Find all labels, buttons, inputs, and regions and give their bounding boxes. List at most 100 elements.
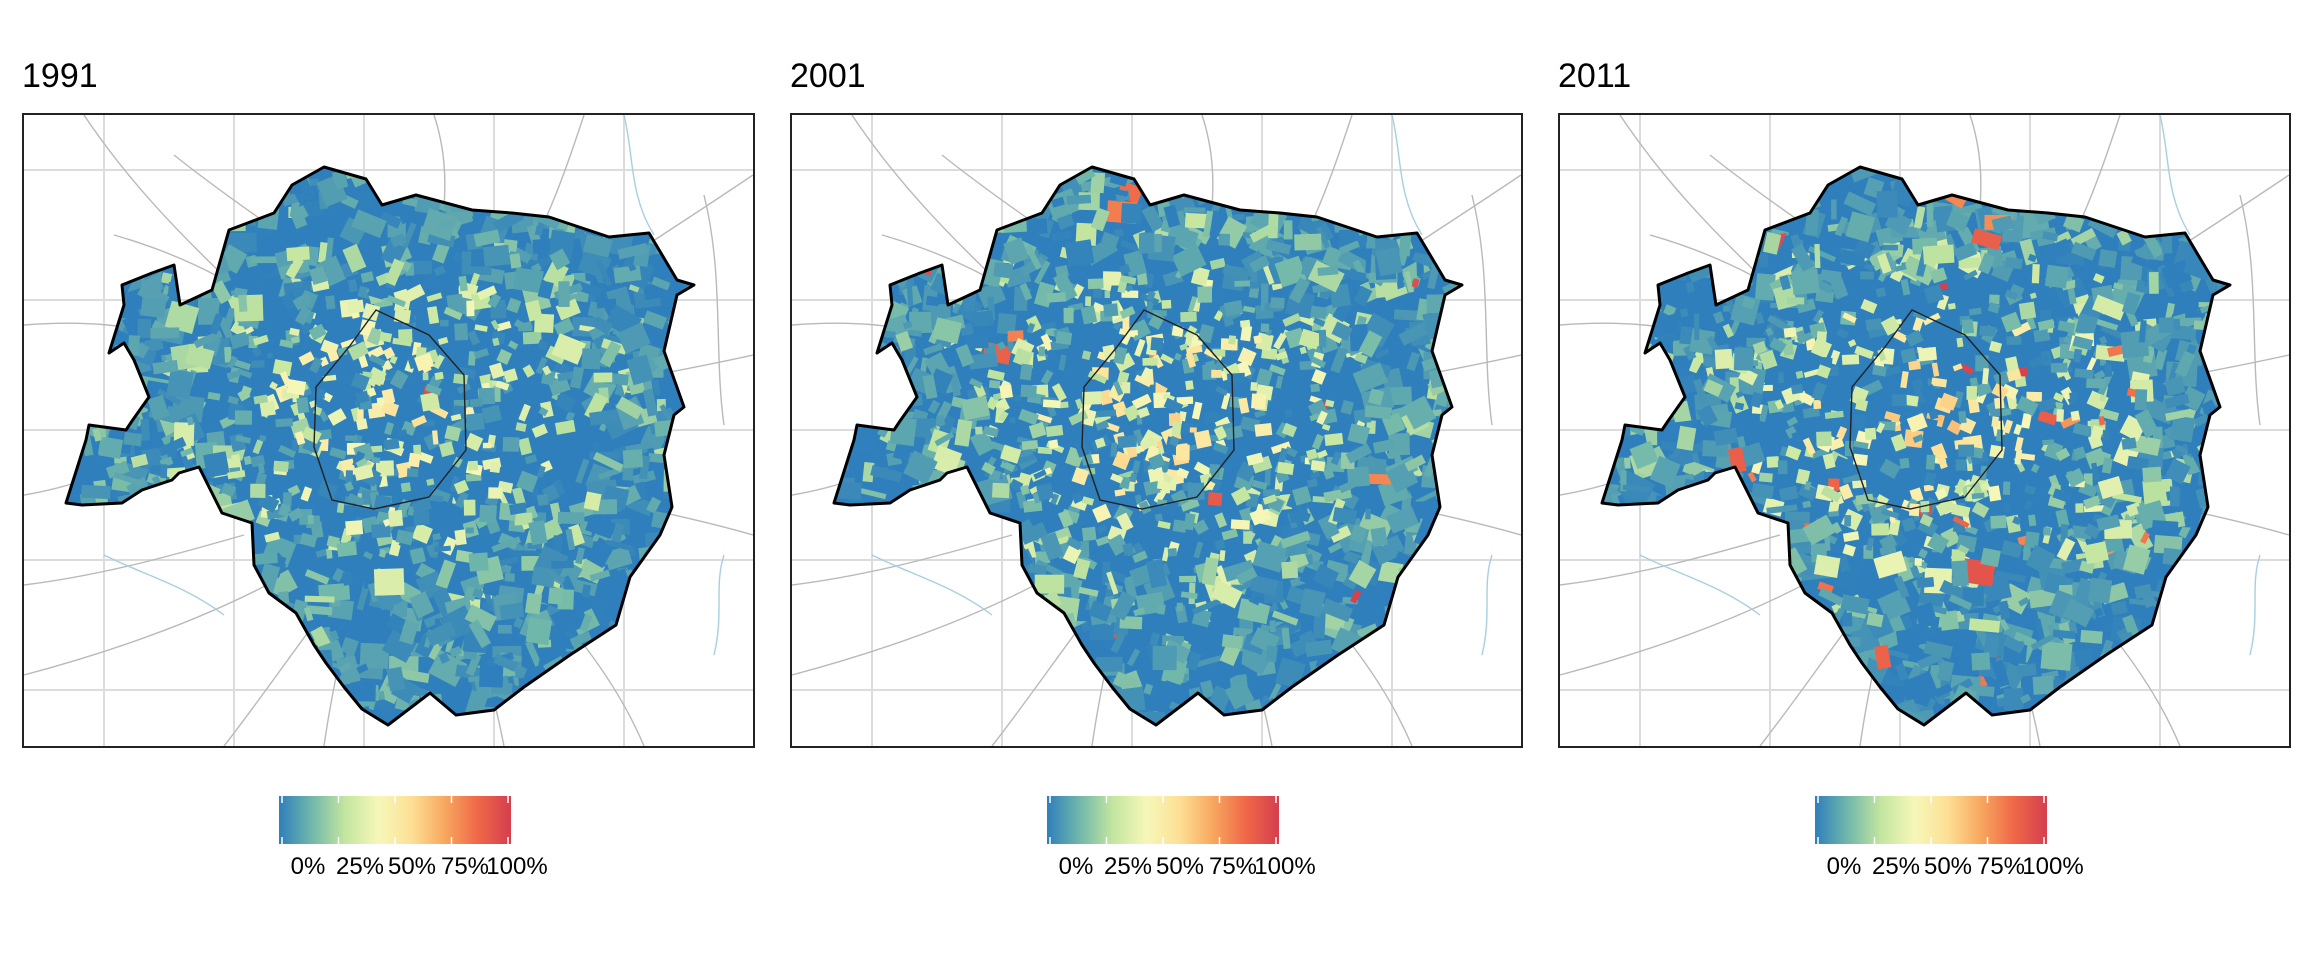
census-tract (1860, 271, 1874, 280)
census-tract (1334, 674, 1352, 684)
census-tract (954, 693, 983, 723)
census-tract (2096, 712, 2129, 725)
census-tract (1112, 321, 1122, 331)
census-tract (1080, 305, 1098, 325)
census-tract (1436, 607, 1462, 625)
census-tract (970, 708, 987, 723)
census-tract (1022, 218, 1048, 235)
census-tract (978, 651, 1011, 672)
census-tract (1649, 532, 1670, 555)
census-tract (2010, 171, 2039, 199)
census-tract (1219, 643, 1241, 667)
census-tract (696, 360, 717, 378)
census-tract (1465, 554, 1480, 576)
census-tract (1304, 639, 1333, 657)
census-tract (473, 348, 490, 359)
census-tract (489, 362, 505, 379)
census-tract (1021, 439, 1039, 451)
census-tract (1232, 213, 1245, 221)
census-tract (1951, 549, 1966, 565)
census-tract (834, 393, 866, 422)
census-tract (1176, 396, 1194, 405)
census-tract (467, 179, 502, 214)
census-tract (1614, 168, 1648, 201)
census-tract (837, 542, 860, 568)
census-tract (1729, 180, 1764, 209)
census-tract (1152, 645, 1177, 671)
census-tract (1440, 637, 1451, 660)
census-tract (849, 226, 866, 248)
census-tract (301, 426, 322, 444)
census-tract (1139, 367, 1153, 383)
census-tract (1312, 563, 1340, 590)
census-tract (1631, 290, 1654, 317)
census-tract (413, 444, 422, 456)
census-tract (973, 177, 999, 194)
census-tract (2168, 692, 2187, 713)
census-tract (642, 388, 658, 417)
census-tract (1103, 303, 1119, 318)
census-tract (992, 482, 1010, 499)
census-tract (563, 675, 584, 690)
census-tract (1066, 536, 1083, 551)
census-tract (296, 711, 307, 725)
census-tract (166, 368, 194, 400)
census-tract (1040, 531, 1064, 561)
legend-tick-label: 0% (1058, 853, 1094, 880)
census-tract (167, 174, 188, 196)
census-tract (472, 588, 484, 600)
census-tract (589, 409, 619, 426)
census-tract (1150, 337, 1164, 351)
census-tract (1243, 531, 1252, 544)
census-tract (1686, 180, 1704, 205)
census-tract (1791, 268, 1820, 296)
census-tract (1398, 649, 1434, 679)
census-tract (2193, 578, 2208, 595)
census-tract (129, 580, 154, 609)
census-tract (1455, 722, 1462, 725)
census-tract (329, 723, 337, 725)
census-tract (1602, 394, 1625, 422)
census-tract (1088, 600, 1113, 622)
census-tract (976, 700, 991, 712)
census-tract (209, 585, 220, 601)
census-tract (252, 334, 269, 346)
census-tract (522, 331, 542, 345)
census-tract (1230, 519, 1250, 530)
census-tract (1714, 489, 1741, 517)
census-tract (1046, 292, 1067, 303)
census-tract (330, 713, 348, 725)
census-tract (455, 168, 480, 189)
census-tract (578, 705, 598, 725)
census-tract (152, 359, 179, 375)
census-tract (229, 331, 250, 350)
census-tract (699, 716, 728, 742)
census-tract (77, 190, 92, 209)
census-tract (1012, 660, 1044, 683)
census-tract (669, 665, 682, 684)
census-tract (257, 266, 286, 282)
census-tract (1679, 308, 1689, 318)
census-tract (1755, 202, 1778, 217)
census-tract (1724, 186, 1748, 204)
census-tract (264, 531, 281, 543)
census-tract (1330, 451, 1342, 466)
census-tract (1289, 508, 1309, 524)
census-tract (988, 380, 1001, 389)
census-tract (887, 691, 913, 709)
census-tract (468, 552, 489, 572)
census-tract (1824, 535, 1831, 551)
census-tract (463, 714, 478, 725)
census-tract (441, 180, 454, 205)
census-tract (1682, 585, 1710, 605)
census-tract (1614, 589, 1625, 608)
census-tract (1935, 498, 1956, 517)
census-tract (1110, 442, 1118, 458)
census-tract (329, 447, 347, 460)
census-tract (507, 340, 519, 350)
census-tract (1905, 329, 1924, 347)
census-tract (2222, 592, 2230, 607)
census-tract (578, 207, 586, 219)
census-tract (897, 254, 917, 267)
census-tract (1210, 580, 1243, 609)
